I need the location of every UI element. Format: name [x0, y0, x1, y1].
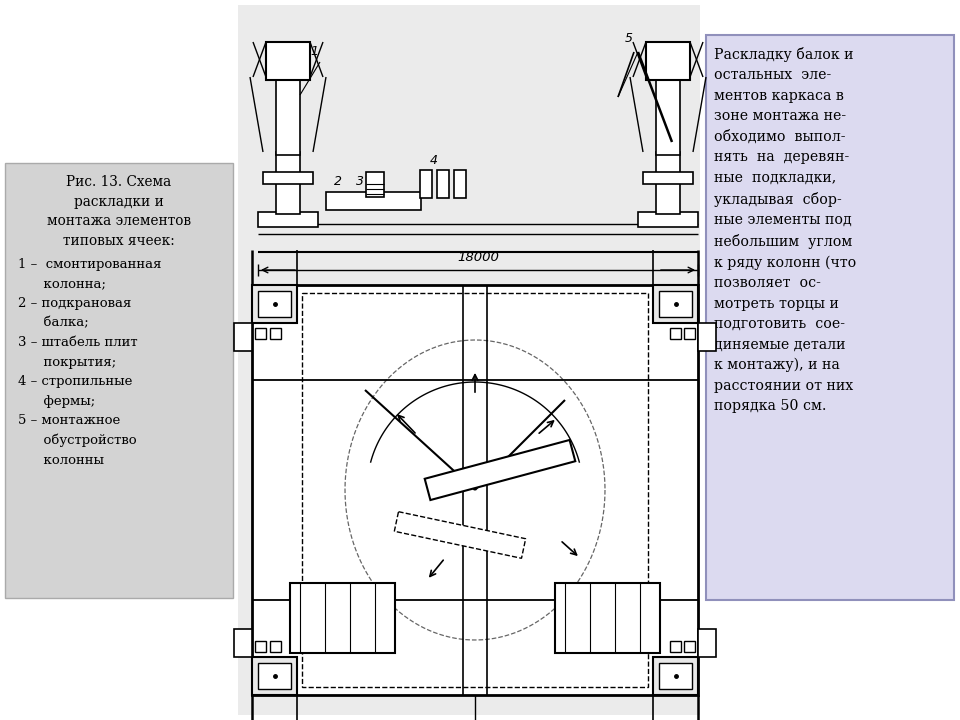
Bar [234, 629, 252, 657]
Bar [643, 172, 693, 184]
Bar [670, 641, 681, 652]
Bar [420, 170, 432, 198]
Bar [670, 328, 681, 339]
Bar [454, 170, 466, 198]
Text: 3: 3 [356, 175, 364, 188]
Bar [238, 5, 700, 715]
Bar [270, 641, 281, 652]
Bar [255, 641, 266, 652]
Text: Рис. 13. Схема
раскладки и
монтажа элементов
типовых ячеек:: Рис. 13. Схема раскладки и монтажа элеме… [47, 175, 191, 248]
Bar [656, 77, 680, 155]
Bar [659, 291, 692, 317]
Polygon shape [395, 512, 526, 558]
Polygon shape [424, 440, 575, 500]
Text: 1 –  смонтированная
      колонна;
2 – подкрановая
      балка;
3 – штабель плит: 1 – смонтированная колонна; 2 – подкрано… [18, 258, 161, 467]
Bar [646, 42, 690, 80]
Bar [252, 657, 297, 695]
Bar [698, 629, 716, 657]
Text: 18000: 18000 [457, 251, 499, 264]
Bar [276, 77, 300, 155]
Bar [252, 285, 297, 323]
Bar [653, 657, 698, 695]
Bar [555, 583, 660, 653]
Bar [266, 42, 310, 80]
Bar [698, 323, 716, 351]
Bar [326, 192, 421, 210]
Bar [258, 663, 291, 689]
Bar [290, 583, 395, 653]
Bar [302, 293, 648, 687]
Text: 1: 1 [310, 45, 318, 58]
Bar [270, 328, 281, 339]
Bar [638, 212, 698, 227]
Bar [252, 285, 698, 695]
Bar [653, 285, 698, 323]
Bar [684, 328, 695, 339]
Bar [656, 152, 680, 214]
Bar [706, 35, 954, 600]
Bar [366, 172, 384, 197]
Text: 2: 2 [334, 175, 342, 188]
Bar [263, 172, 313, 184]
Bar [258, 212, 318, 227]
Bar [5, 163, 233, 598]
Text: 5: 5 [625, 32, 633, 45]
Bar [684, 641, 695, 652]
Bar [659, 663, 692, 689]
Bar [437, 170, 449, 198]
Bar [234, 323, 252, 351]
Text: Раскладку балок и
остальных  эле-
ментов каркаса в
зоне монтажа не-
обходимо  вы: Раскладку балок и остальных эле- ментов … [714, 47, 856, 413]
Bar [258, 291, 291, 317]
Text: 4: 4 [430, 154, 438, 167]
Bar [255, 328, 266, 339]
Bar [276, 152, 300, 214]
